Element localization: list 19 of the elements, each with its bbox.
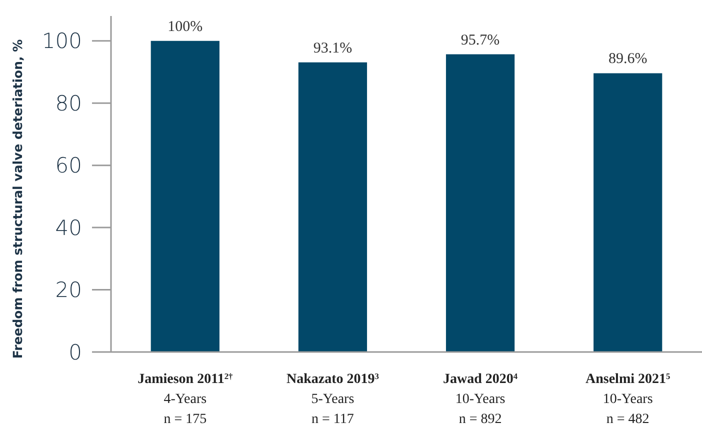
category-label: Jamieson 2011$^{2†}$ 4-Years n = 175 bbox=[138, 372, 233, 427]
bar bbox=[594, 73, 662, 352]
data-label: 93.1% bbox=[313, 40, 352, 56]
data-label: 95.7% bbox=[460, 32, 500, 48]
data-label: 100% bbox=[168, 18, 203, 35]
bar bbox=[150, 40, 220, 352]
y-tick-label: 100 bbox=[42, 29, 82, 54]
y-tick-label: 0 bbox=[68, 340, 82, 364]
category-label: Jawad 2020$^{4}$ 10-Years n = 892 bbox=[442, 372, 518, 427]
y-tick-label: 60 bbox=[55, 154, 82, 178]
bar bbox=[446, 54, 515, 352]
category-label: Nakazato 2019$^{3}$ 5-Years n = 117 bbox=[286, 372, 379, 427]
bar bbox=[298, 62, 368, 352]
data-label: 89.6% bbox=[608, 51, 648, 68]
y-tick-label: 20 bbox=[55, 278, 82, 302]
y-tick-label: 80 bbox=[55, 91, 82, 116]
category-label: Anselmi 2021$^{5}$ 10-Years n = 482 bbox=[586, 372, 670, 427]
y-tick-label: 40 bbox=[55, 216, 82, 240]
y-axis-title: Freedom from structural valve deteriation, % bbox=[10, 38, 25, 359]
